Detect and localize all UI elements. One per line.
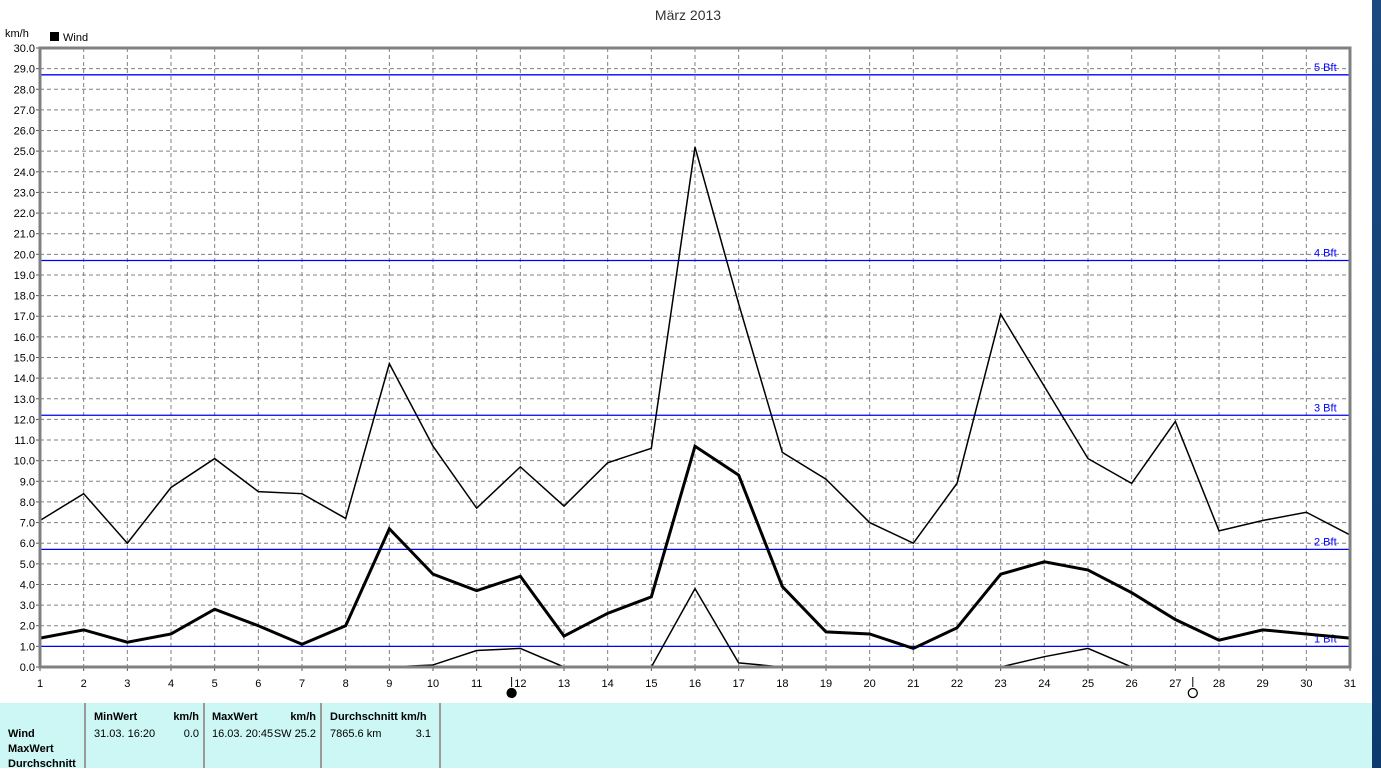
y-tick-label: 0.0	[20, 662, 35, 674]
row-label-durchschnitt: Durchschnitt	[8, 758, 76, 770]
beaufort-label: 2 Bft	[1314, 536, 1337, 548]
y-tick-label: 24.0	[14, 167, 35, 179]
x-tick-label: 4	[168, 678, 174, 690]
row-labels-column: Wind MaxWert Durchschnitt	[0, 703, 86, 768]
x-tick-label: 27	[1169, 678, 1181, 690]
y-tick-label: 1.0	[20, 641, 35, 653]
x-tick-label: 10	[427, 678, 439, 690]
max-time: 16.03. 20:45	[212, 728, 273, 740]
x-tick-label: 1	[37, 678, 43, 690]
y-tick-label: 17.0	[14, 311, 35, 323]
y-tick-label: 5.0	[20, 559, 35, 571]
min-header: MinWert	[94, 711, 137, 723]
avg-value: 3.1	[416, 728, 431, 740]
beaufort-label: 3 Bft	[1314, 402, 1337, 414]
x-tick-label: 6	[255, 678, 261, 690]
full-moon-icon	[507, 689, 516, 698]
x-tick-label: 5	[212, 678, 218, 690]
x-tick-label: 31	[1344, 678, 1356, 690]
y-tick-label: 26.0	[14, 126, 35, 138]
y-tick-label: 6.0	[20, 538, 35, 550]
y-tick-label: 23.0	[14, 187, 35, 199]
y-tick-label: 9.0	[20, 476, 35, 488]
new-moon-icon	[1188, 689, 1197, 698]
avg-column: Durchschnitt km/h 7865.6 km 3.1	[322, 703, 441, 768]
y-tick-label: 20.0	[14, 249, 35, 261]
stats-table: Wind MaxWert Durchschnitt MinWert km/h 3…	[0, 703, 1372, 768]
series-line-min	[40, 589, 1350, 667]
x-tick-label: 14	[602, 678, 614, 690]
x-tick-label: 7	[299, 678, 305, 690]
y-tick-label: 7.0	[20, 518, 35, 530]
x-tick-label: 9	[386, 678, 392, 690]
x-tick-label: 24	[1038, 678, 1050, 690]
x-tick-label: 2	[81, 678, 87, 690]
beaufort-label: 5 Bft	[1314, 62, 1337, 74]
max-unit: km/h	[290, 711, 316, 723]
y-tick-label: 28.0	[14, 84, 35, 96]
beaufort-label: 4 Bft	[1314, 248, 1337, 260]
x-tick-label: 8	[343, 678, 349, 690]
chart-title: März 2013	[655, 7, 721, 23]
y-tick-label: 14.0	[14, 373, 35, 385]
y-tick-label: 16.0	[14, 332, 35, 344]
y-tick-label: 3.0	[20, 600, 35, 612]
max-column: MaxWert km/h 16.03. 20:45 SW 25.2	[205, 703, 322, 768]
avg-distance: 7865.6 km	[330, 728, 381, 740]
y-tick-label: 30.0	[14, 43, 35, 55]
y-tick-label: 29.0	[14, 64, 35, 76]
y-tick-label: 15.0	[14, 353, 35, 365]
y-tick-label: 18.0	[14, 291, 35, 303]
avg-header: Durchschnitt km/h	[330, 711, 427, 723]
x-tick-label: 15	[645, 678, 657, 690]
y-tick-label: 2.0	[20, 621, 35, 633]
x-tick-label: 16	[689, 678, 701, 690]
min-unit: km/h	[173, 711, 199, 723]
y-tick-label: 11.0	[14, 435, 35, 447]
y-axis-label: km/h	[5, 28, 29, 40]
legend-label: Wind	[63, 32, 88, 44]
x-tick-label: 22	[951, 678, 963, 690]
x-tick-label: 29	[1257, 678, 1269, 690]
y-tick-label: 21.0	[14, 229, 35, 241]
x-tick-label: 20	[864, 678, 876, 690]
x-tick-label: 11	[471, 678, 482, 690]
x-tick-label: 28	[1213, 678, 1225, 690]
x-tick-label: 13	[558, 678, 570, 690]
x-tick-label: 21	[907, 678, 919, 690]
max-value: SW 25.2	[274, 728, 316, 740]
y-tick-label: 27.0	[14, 105, 35, 117]
min-column: MinWert km/h 31.03. 16:20 0.0	[86, 703, 205, 768]
x-tick-label: 19	[820, 678, 832, 690]
row-label-wind: Wind	[8, 728, 35, 740]
x-tick-label: 17	[733, 678, 745, 690]
y-tick-label: 10.0	[14, 456, 35, 468]
x-tick-label: 3	[124, 678, 130, 690]
window-edge	[1372, 0, 1381, 768]
legend-swatch	[50, 32, 59, 41]
min-value: 0.0	[184, 728, 199, 740]
y-tick-label: 22.0	[14, 208, 35, 220]
y-tick-label: 25.0	[14, 146, 35, 158]
y-tick-label: 13.0	[14, 394, 35, 406]
y-tick-label: 19.0	[14, 270, 35, 282]
x-tick-label: 23	[995, 678, 1007, 690]
max-header: MaxWert	[212, 711, 258, 723]
x-tick-label: 18	[776, 678, 788, 690]
x-tick-label: 12	[514, 678, 526, 690]
x-tick-label: 30	[1300, 678, 1312, 690]
x-tick-label: 25	[1082, 678, 1094, 690]
y-tick-label: 8.0	[20, 497, 35, 509]
row-label-maxwert: MaxWert	[8, 743, 54, 755]
y-tick-label: 12.0	[14, 414, 35, 426]
min-time: 31.03. 16:20	[94, 728, 155, 740]
wind-chart: März 2013 km/h Wind 0.0 1.0 2.0 3.0 4.0 5.0 6.0 7.…	[0, 0, 1372, 703]
x-tick-label: 26	[1126, 678, 1138, 690]
y-tick-label: 4.0	[20, 579, 35, 591]
